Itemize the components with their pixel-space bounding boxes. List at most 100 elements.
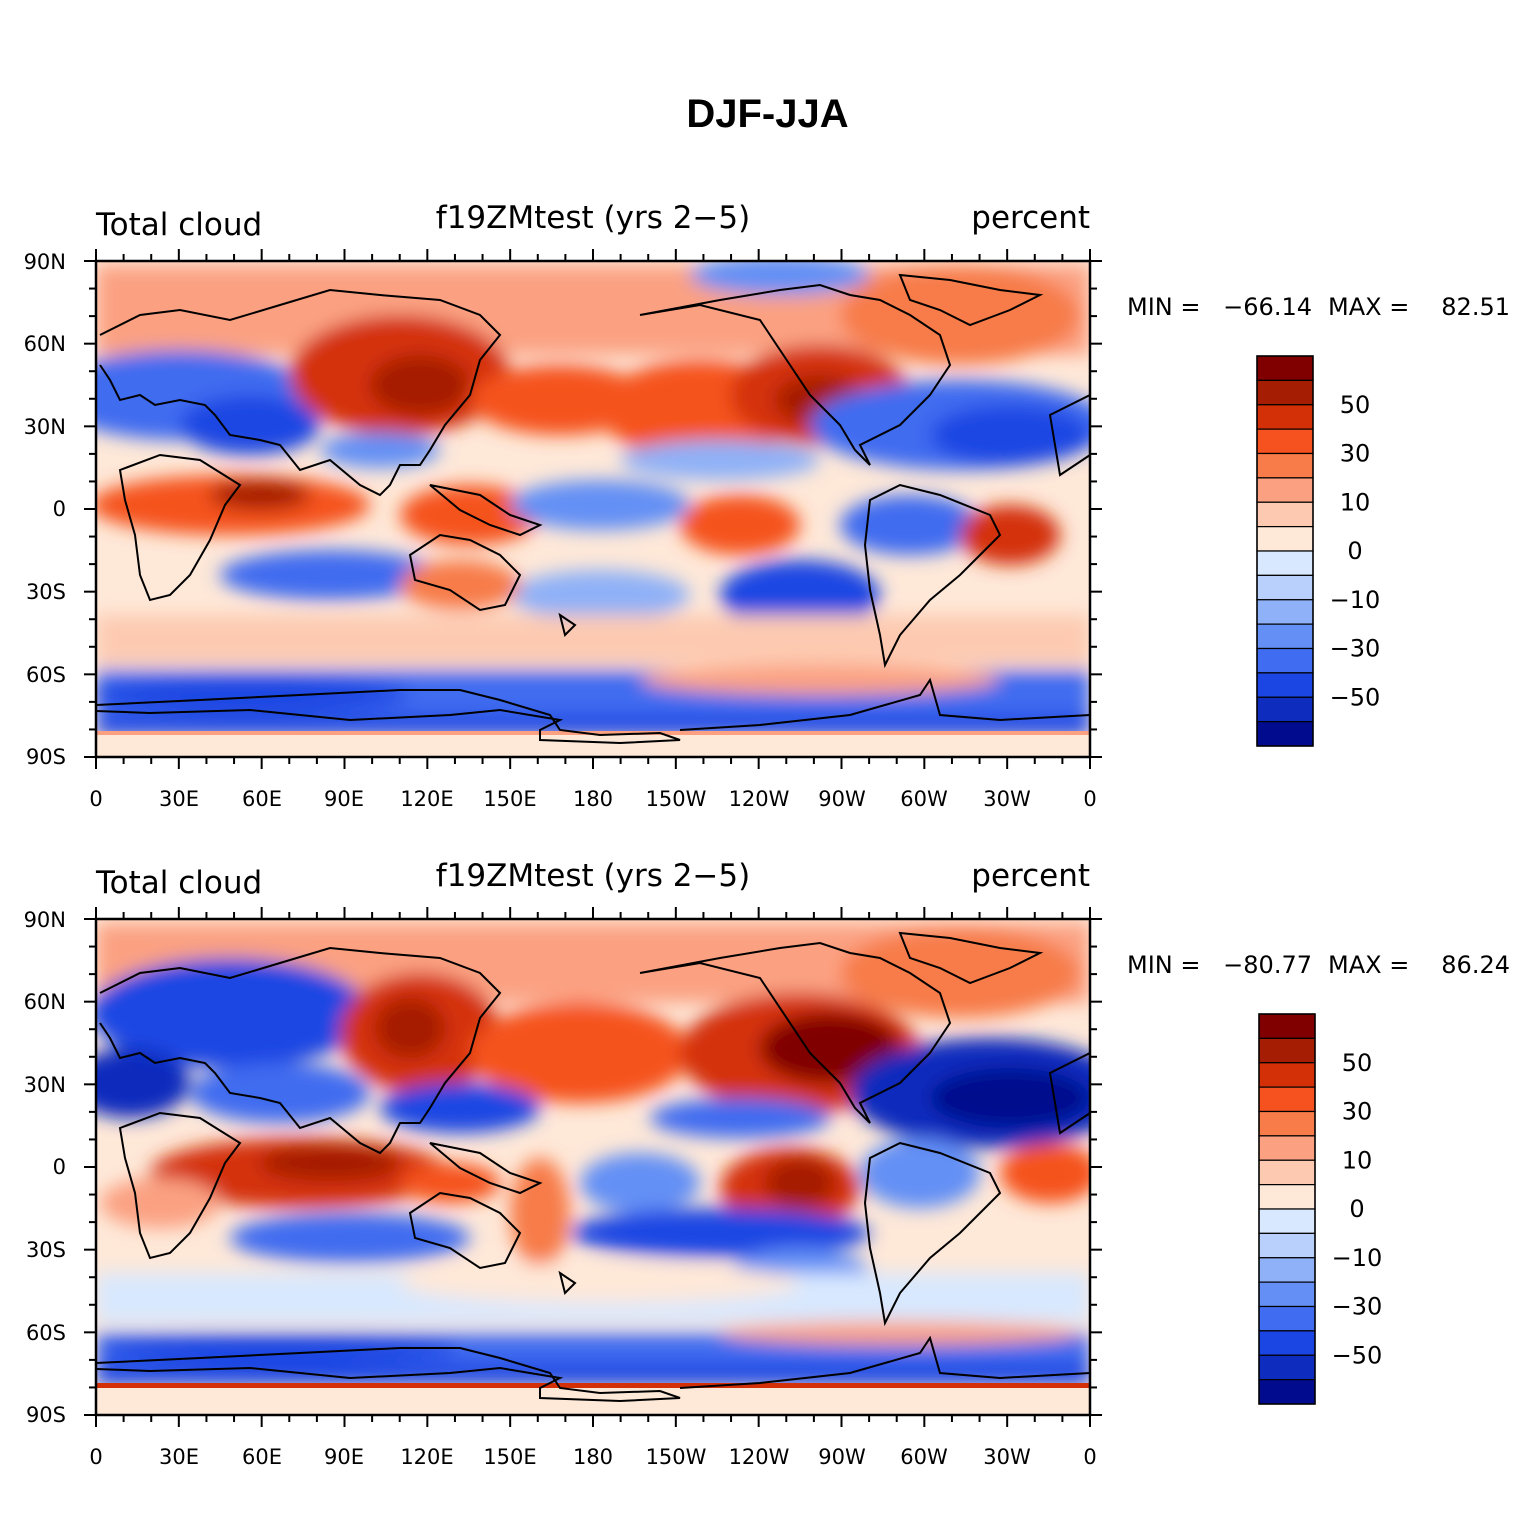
x-tick-label: 120E — [400, 1445, 453, 1469]
x-tick-label: 180 — [573, 1445, 613, 1469]
colorbar-label: 50 — [1342, 1049, 1373, 1077]
y-tick-label: 0 — [53, 497, 66, 521]
colorbar-swatch — [1256, 404, 1314, 430]
colorbar-label: −30 — [1330, 635, 1381, 663]
y-tick-label: 90N — [24, 908, 66, 932]
coastlines — [96, 273, 1090, 745]
colorbar-swatch — [1258, 1086, 1316, 1113]
y-tick-label: 30N — [24, 1073, 66, 1097]
y-tick-label: 60N — [24, 990, 66, 1014]
x-tick-label: 30W — [983, 787, 1031, 811]
x-tick-label: 60E — [242, 787, 282, 811]
units-label: percent — [971, 858, 1090, 894]
x-tick-label: 150W — [646, 1445, 707, 1469]
colorbar-label: 0 — [1349, 1195, 1364, 1223]
min-value: −66.14 — [1223, 293, 1312, 321]
min-value: −80.77 — [1223, 951, 1312, 979]
colorbar-label: 10 — [1342, 1146, 1373, 1174]
x-tick-label: 150E — [483, 1445, 536, 1469]
x-tick-label: 150E — [483, 787, 536, 811]
min-max-readout: MIN = −66.14 MAX = 82.51 — [1127, 293, 1510, 321]
colorbar-swatch — [1256, 428, 1314, 455]
map-frame — [84, 907, 1102, 1427]
colorbar-label: 10 — [1340, 488, 1371, 516]
x-tick-label: 0 — [89, 787, 102, 811]
panel-top-svg: Total cloud f19ZMtest (yrs 2−5) percent — [24, 200, 1510, 811]
colorbar-swatch — [1256, 599, 1314, 625]
variable-label: Total cloud — [95, 865, 262, 901]
colorbar-border — [1258, 1013, 1316, 1405]
coastlines — [96, 931, 1090, 1403]
y-axis-labels: 90N 60N 30N 0 30S 60S 90S — [24, 908, 66, 1427]
y-tick-label: 0 — [53, 1155, 66, 1179]
case-label: f19ZMtest (yrs 2−5) — [436, 858, 750, 894]
x-tick-label: 90E — [324, 787, 364, 811]
colorbar-swatch — [1256, 477, 1314, 503]
colorbar-swatch — [1256, 647, 1314, 674]
variable-label: Total cloud — [95, 207, 262, 243]
colorbar-label: −10 — [1330, 586, 1381, 614]
colorbar-swatch — [1256, 574, 1314, 601]
colorbar-swatch — [1256, 672, 1314, 698]
colorbar: 50 30 10 0 −10 −30 −50 — [1256, 355, 1381, 747]
panel-bottom-svg: Total cloud f19ZMtest (yrs 2−5) percent — [24, 858, 1510, 1469]
x-tick-label: 120W — [729, 787, 790, 811]
y-tick-label: 60S — [26, 663, 66, 687]
x-tick-label: 120E — [400, 787, 453, 811]
colorbar-swatch — [1256, 452, 1314, 479]
x-tick-label: 150W — [646, 787, 707, 811]
colorbar-label: 30 — [1342, 1098, 1373, 1126]
colorbar-swatch — [1256, 501, 1314, 528]
colorbar-swatch — [1258, 1110, 1316, 1137]
units-label: percent — [971, 200, 1090, 236]
colorbar-swatch — [1256, 355, 1314, 381]
colorbar-swatch — [1258, 1208, 1316, 1234]
colorbar-swatch — [1258, 1257, 1316, 1283]
min-label: MIN = — [1127, 951, 1200, 979]
colorbar-swatch — [1258, 1062, 1316, 1088]
x-tick-label: 30E — [159, 1445, 199, 1469]
x-tick-label: 0 — [89, 1445, 102, 1469]
x-tick-label: 180 — [573, 787, 613, 811]
colorbar-label: 0 — [1347, 537, 1362, 565]
x-tick-label: 90E — [324, 1445, 364, 1469]
colorbar-swatch — [1258, 1037, 1316, 1064]
colorbar-swatch — [1258, 1159, 1316, 1186]
x-tick-label: 60E — [242, 1445, 282, 1469]
colorbar-label: −50 — [1330, 683, 1381, 711]
x-tick-label: 120W — [729, 1445, 790, 1469]
y-axis-labels: 90N 60N 30N 0 30S 60S 90S — [24, 250, 66, 769]
colorbar-swatch — [1256, 526, 1314, 552]
colorbar-label: 50 — [1340, 391, 1371, 419]
colorbar-label: −30 — [1332, 1293, 1383, 1321]
x-axis-labels: 0 30E 60E 90E 120E 150E 180 150W 120W 90… — [89, 1445, 1096, 1469]
max-label: MAX = — [1328, 951, 1409, 979]
max-value: 86.24 — [1441, 951, 1510, 979]
y-tick-label: 90N — [24, 250, 66, 274]
colorbar-swatch — [1258, 1184, 1316, 1210]
colorbar-swatch — [1258, 1305, 1316, 1332]
map-panel-top: Total cloud f19ZMtest (yrs 2−5) percent — [0, 195, 1535, 835]
max-value: 82.51 — [1441, 293, 1510, 321]
colorbar-swatch — [1258, 1135, 1316, 1161]
x-tick-label: 30E — [159, 787, 199, 811]
y-tick-label: 90S — [26, 745, 66, 769]
colorbar-label: −50 — [1332, 1341, 1383, 1369]
colorbar-swatch — [1258, 1330, 1316, 1356]
y-tick-label: 60S — [26, 1321, 66, 1345]
y-tick-label: 90S — [26, 1403, 66, 1427]
colorbar: 50 30 10 0 −10 −30 −50 — [1258, 1013, 1383, 1405]
x-tick-label: 60W — [900, 787, 948, 811]
y-tick-label: 30N — [24, 415, 66, 439]
colorbar-border — [1256, 355, 1314, 747]
x-tick-label: 0 — [1083, 787, 1096, 811]
x-tick-label: 90W — [818, 1445, 866, 1469]
figure-title: DJF-JJA — [686, 92, 849, 136]
colorbar-swatch — [1258, 1013, 1316, 1039]
colorbar-swatch — [1258, 1281, 1316, 1308]
map-panel-bottom: Total cloud f19ZMtest (yrs 2−5) percent — [0, 853, 1535, 1493]
case-label: f19ZMtest (yrs 2−5) — [436, 200, 750, 236]
y-tick-label: 60N — [24, 332, 66, 356]
y-tick-label: 30S — [26, 580, 66, 604]
x-tick-label: 60W — [900, 1445, 948, 1469]
